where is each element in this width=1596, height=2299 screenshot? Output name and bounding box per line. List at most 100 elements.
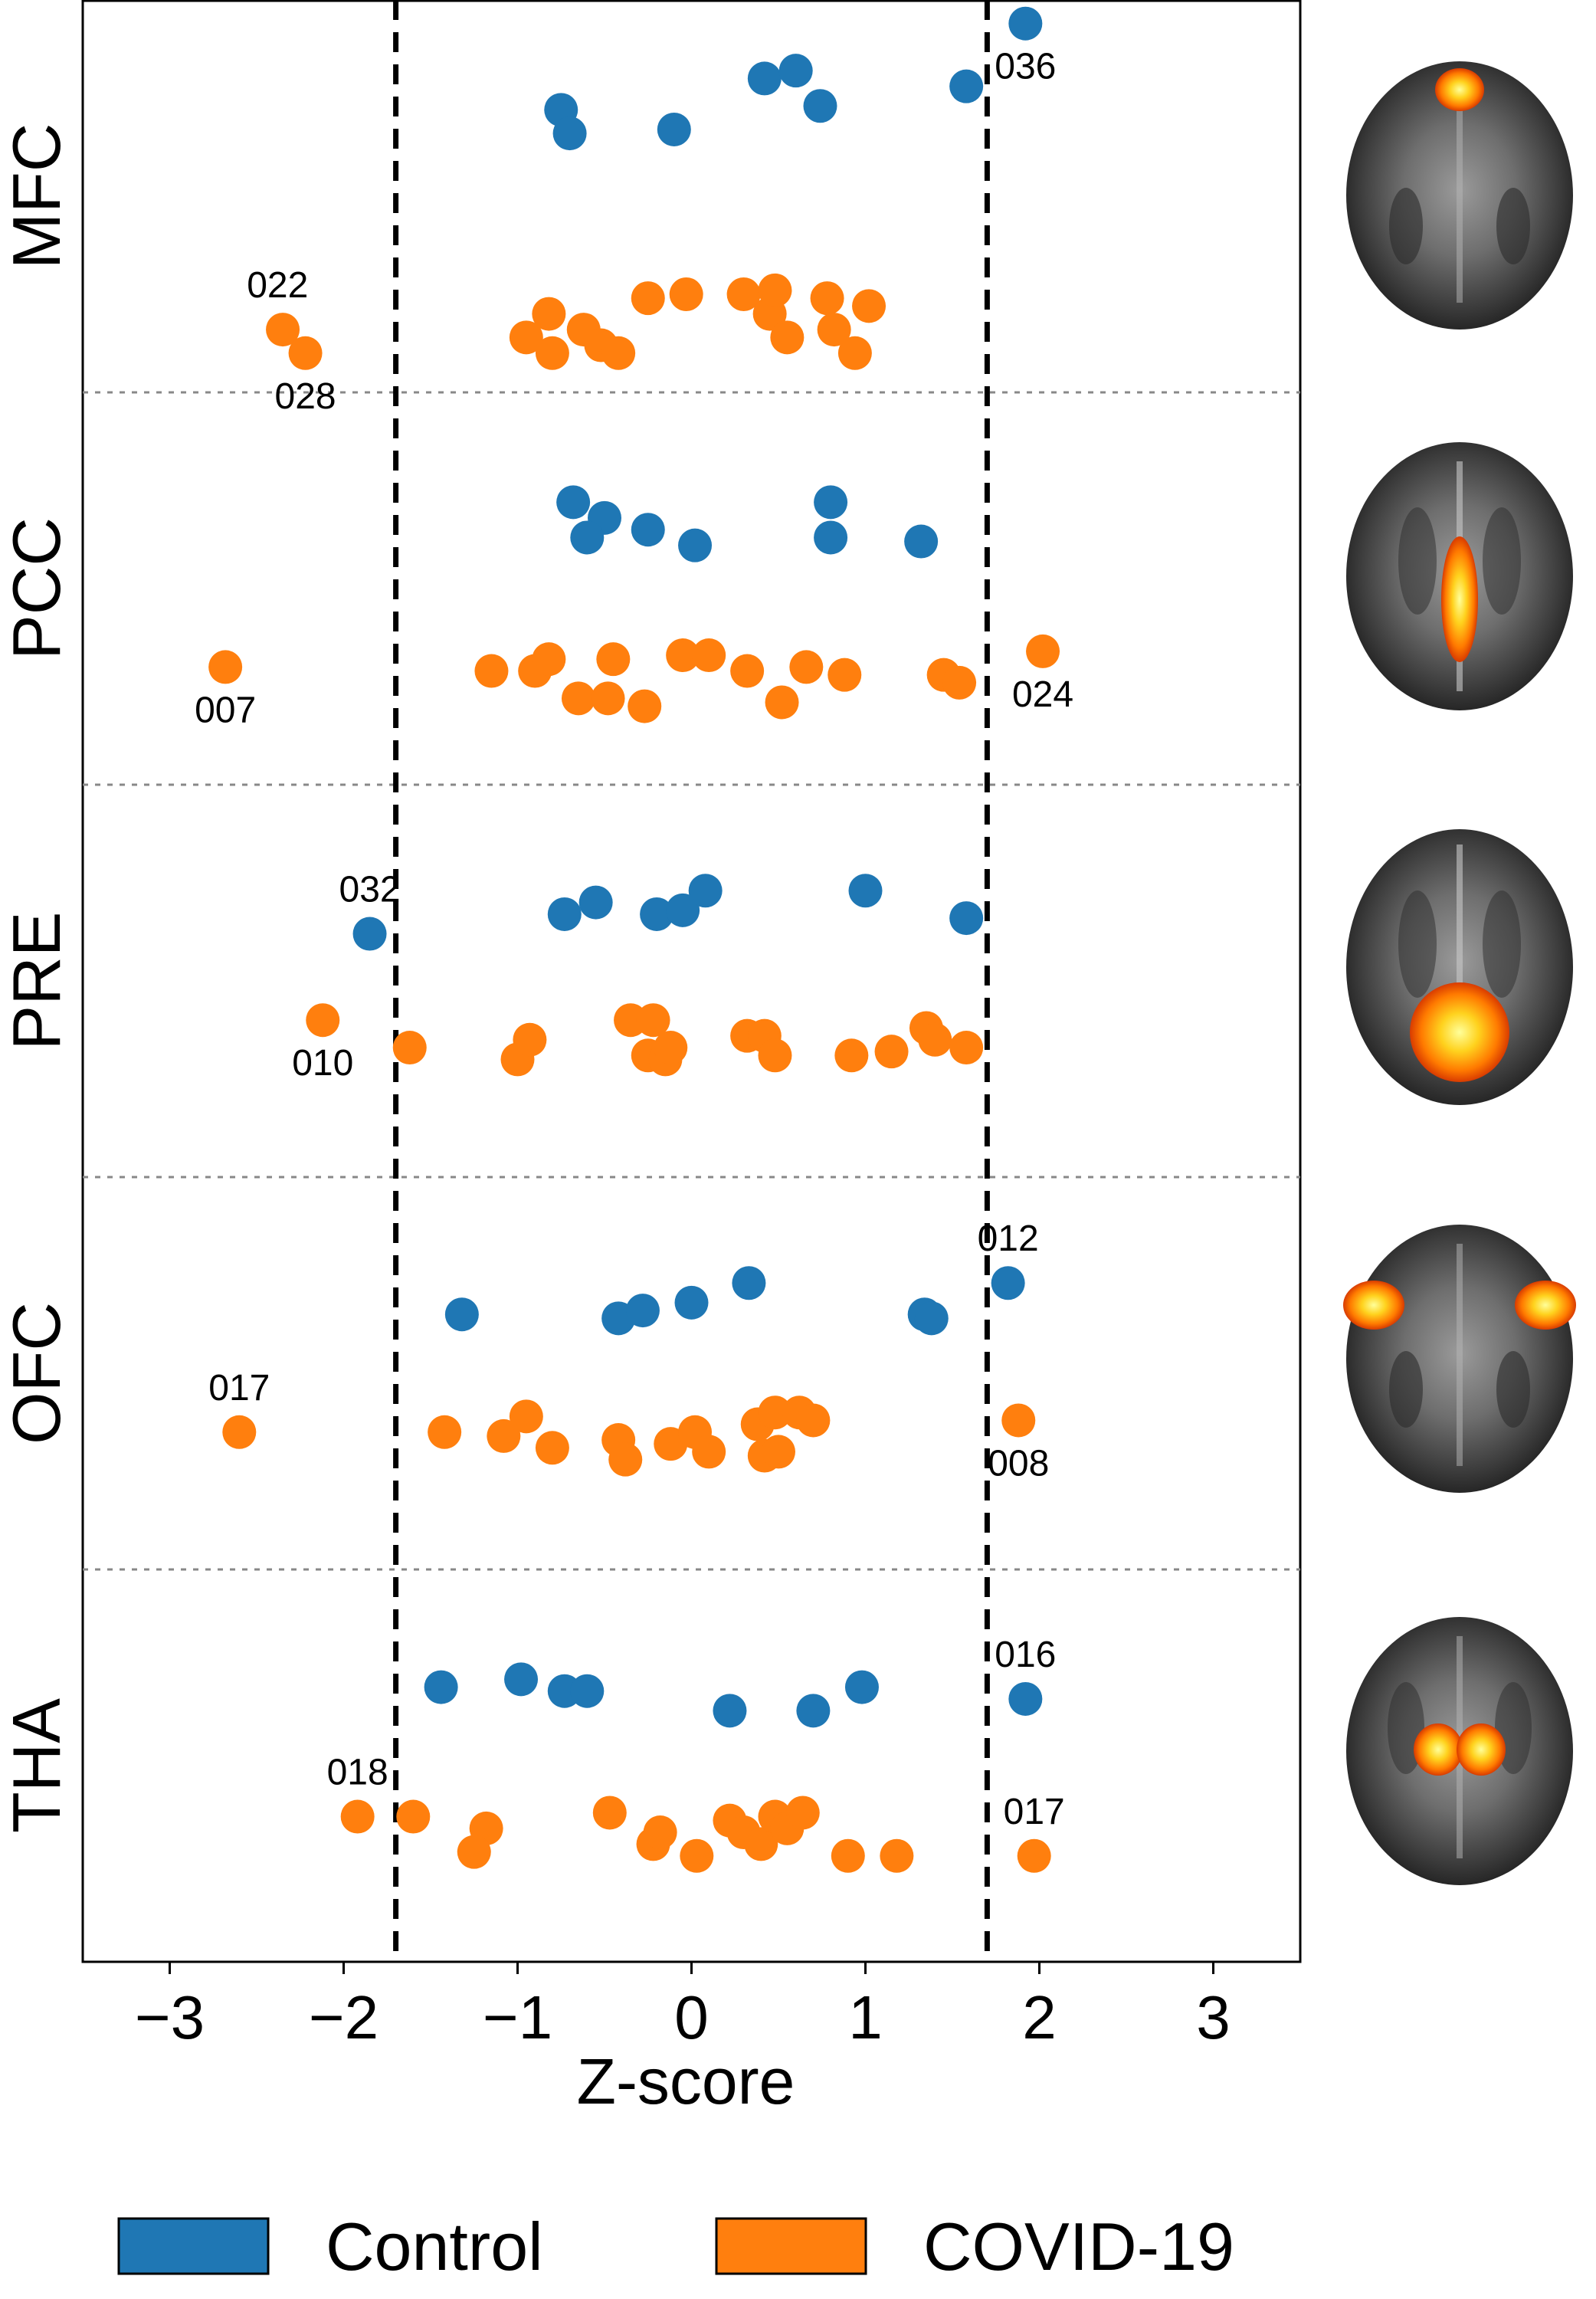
point-covid-pcc [692, 638, 726, 673]
point-control-pre [666, 893, 700, 927]
point-covid-pcc [474, 654, 509, 688]
point-control-pre [352, 917, 387, 951]
x-tick-label: −3 [135, 1983, 205, 2051]
point-annotation: 036 [995, 47, 1056, 87]
point-control-tha [424, 1670, 458, 1704]
point-covid-pre [654, 1031, 688, 1065]
point-covid-pre [636, 1003, 670, 1038]
point-control-ofc [625, 1294, 660, 1328]
point-covid-mfc [631, 281, 665, 316]
point-covid-ofc [692, 1435, 726, 1469]
point-annotation: 028 [275, 376, 336, 417]
point-control-ofc [914, 1301, 949, 1336]
point-covid-tha [457, 1835, 491, 1869]
region-label-ofc: OFC [0, 1302, 74, 1445]
point-covid-pcc [789, 650, 824, 684]
legend-label-control: Control [326, 2209, 543, 2284]
point-covid-pre [513, 1022, 547, 1057]
x-tick-label: 2 [1022, 1983, 1057, 2051]
point-covid-pre [392, 1031, 427, 1065]
region-label-pcc: PCC [0, 517, 74, 660]
point-covid-ofc [608, 1442, 643, 1477]
point-covid-pcc [628, 689, 662, 723]
point-annotation: 008 [988, 1443, 1049, 1484]
point-covid-ofc [758, 1395, 792, 1430]
point-annotation: 012 [978, 1218, 1039, 1259]
point-annotation: 018 [327, 1753, 388, 1793]
x-tick-label: −2 [309, 1983, 379, 2051]
point-covid-pcc [532, 642, 566, 677]
point-control-pcc [556, 485, 591, 520]
point-covid-pre [949, 1031, 984, 1065]
point-control-mfc [552, 116, 587, 151]
point-control-tha [504, 1662, 539, 1697]
brain-image-pre [1346, 829, 1573, 1105]
point-annotation: 032 [339, 870, 401, 910]
point-covid-pre [306, 1003, 340, 1038]
point-covid-mfc [532, 297, 566, 331]
point-control-ofc [991, 1266, 1025, 1300]
point-covid-pre [918, 1022, 952, 1057]
point-covid-pcc [827, 658, 862, 692]
point-control-pcc [904, 524, 939, 559]
point-covid-pre [834, 1038, 869, 1073]
brain-image-tha [1346, 1617, 1573, 1885]
point-control-ofc [444, 1297, 479, 1332]
legend-label-covid: COVID-19 [923, 2209, 1234, 2284]
point-covid-pcc [666, 638, 700, 673]
point-annotation: 022 [247, 265, 308, 306]
point-covid-ofc [509, 1399, 543, 1434]
point-covid-tha [592, 1796, 627, 1830]
point-covid-mfc [837, 336, 872, 370]
point-covid-mfc [810, 281, 844, 316]
point-covid-tha [831, 1838, 865, 1873]
point-covid-mfc [601, 336, 636, 370]
point-covid-mfc [852, 289, 886, 323]
point-covid-mfc [509, 320, 543, 355]
x-tick-label: −1 [483, 1983, 552, 2051]
point-covid-mfc [726, 277, 761, 311]
region-label-tha: THA [0, 1698, 74, 1833]
x-axis-title: Z-score [577, 2045, 795, 2117]
point-covid-pre [758, 1038, 792, 1073]
point-annotation: 024 [1012, 674, 1073, 715]
point-covid-mfc [288, 336, 323, 370]
point-covid-tha [1017, 1838, 1051, 1873]
point-control-mfc [803, 89, 837, 123]
point-covid-ofc [535, 1431, 569, 1465]
point-covid-pre [874, 1035, 909, 1069]
point-covid-pcc [765, 685, 799, 720]
point-covid-pcc [730, 654, 765, 688]
point-annotation: 010 [292, 1043, 353, 1084]
point-covid-mfc [535, 336, 569, 370]
point-covid-tha [643, 1815, 677, 1850]
point-covid-mfc [758, 273, 792, 307]
point-covid-pcc [596, 642, 631, 677]
point-covid-pcc [561, 681, 595, 716]
x-tick-label: 0 [674, 1983, 709, 2051]
point-covid-ofc [428, 1415, 462, 1449]
point-covid-pcc [208, 650, 243, 684]
point-control-ofc [674, 1285, 709, 1320]
point-covid-ofc [487, 1418, 521, 1453]
point-control-tha [713, 1694, 747, 1728]
point-control-tha [570, 1674, 605, 1708]
point-covid-mfc [266, 313, 300, 347]
point-control-pre [578, 885, 613, 920]
point-annotation: 017 [1004, 1792, 1065, 1832]
region-label-pre: PRE [0, 912, 74, 1051]
point-control-pcc [678, 528, 713, 562]
point-covid-mfc [669, 277, 703, 311]
point-control-mfc [778, 54, 813, 88]
point-control-mfc [1008, 6, 1043, 41]
point-control-pcc [814, 520, 848, 555]
point-covid-tha [880, 1838, 914, 1873]
point-covid-ofc [796, 1403, 831, 1438]
point-covid-tha [785, 1796, 820, 1830]
point-covid-tha [744, 1827, 778, 1861]
region-label-mfc: MFC [0, 123, 74, 270]
point-control-mfc [657, 112, 691, 146]
legend-swatch-covid [715, 2217, 867, 2275]
point-annotation: 016 [995, 1635, 1056, 1675]
